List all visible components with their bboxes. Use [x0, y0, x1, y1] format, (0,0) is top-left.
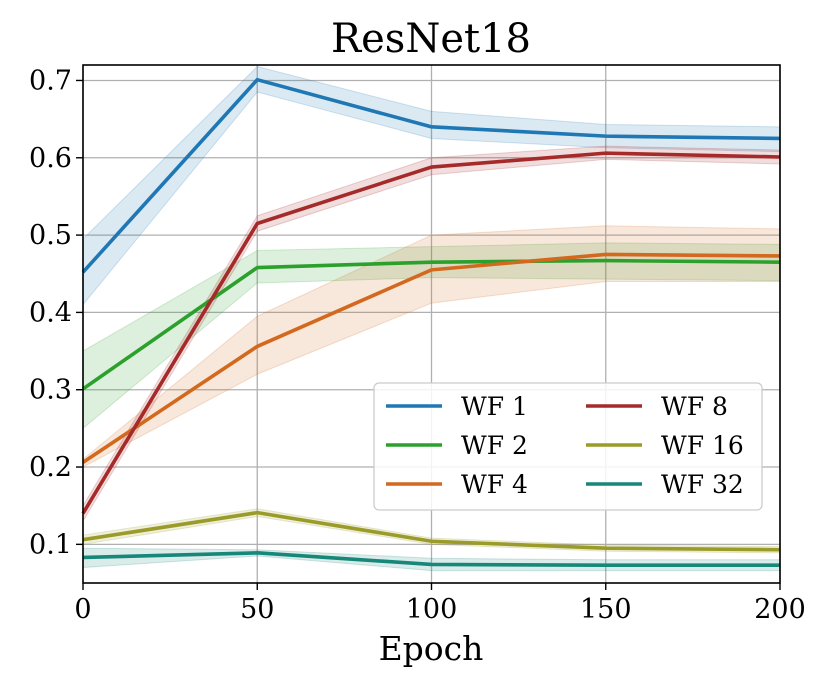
chart-title: ResNet18 — [331, 16, 531, 62]
series-line-wf-4 — [82, 252, 781, 464]
y-tick-label: 0.1 — [29, 529, 72, 560]
x-tick-label: 200 — [754, 594, 806, 625]
legend-label: WF 4 — [461, 470, 528, 499]
legend-label: WF 8 — [661, 392, 728, 421]
series-line-wf-32 — [82, 551, 780, 568]
legend: WF 1 WF 2 WF 4 WF 8 WF 16 WF 32 — [373, 382, 763, 511]
series-line-wf-16 — [82, 510, 781, 552]
y-tick-label: 0.2 — [29, 452, 72, 483]
series-lines — [81, 77, 781, 568]
y-tick-label: 0.6 — [29, 143, 72, 174]
legend-label: WF 2 — [461, 431, 528, 460]
series-line-wf-1 — [81, 77, 781, 274]
y-tick-label: 0.5 — [29, 220, 72, 251]
x-tick-label: 100 — [406, 594, 458, 625]
series-line-wf-2 — [81, 258, 781, 391]
y-tick-label: 0.3 — [29, 375, 72, 406]
x-tick-label: 150 — [580, 594, 632, 625]
series-line-wf-8 — [81, 151, 781, 515]
legend-label: WF 1 — [461, 392, 528, 421]
axis-ticks: 0 50 100 150 200 0.1 0.2 0.3 0.4 0.5 0.6 0.7 — [29, 65, 806, 625]
y-tick-label: 0.7 — [29, 65, 72, 96]
x-tick-label: 50 — [240, 594, 274, 625]
y-tick-label: 0.4 — [29, 297, 72, 328]
legend-label: WF 16 — [661, 431, 744, 460]
x-tick-label: 0 — [74, 594, 91, 625]
x-axis-title: Epoch — [379, 629, 484, 668]
legend-label: WF 32 — [661, 470, 744, 499]
legend-box — [373, 382, 763, 511]
